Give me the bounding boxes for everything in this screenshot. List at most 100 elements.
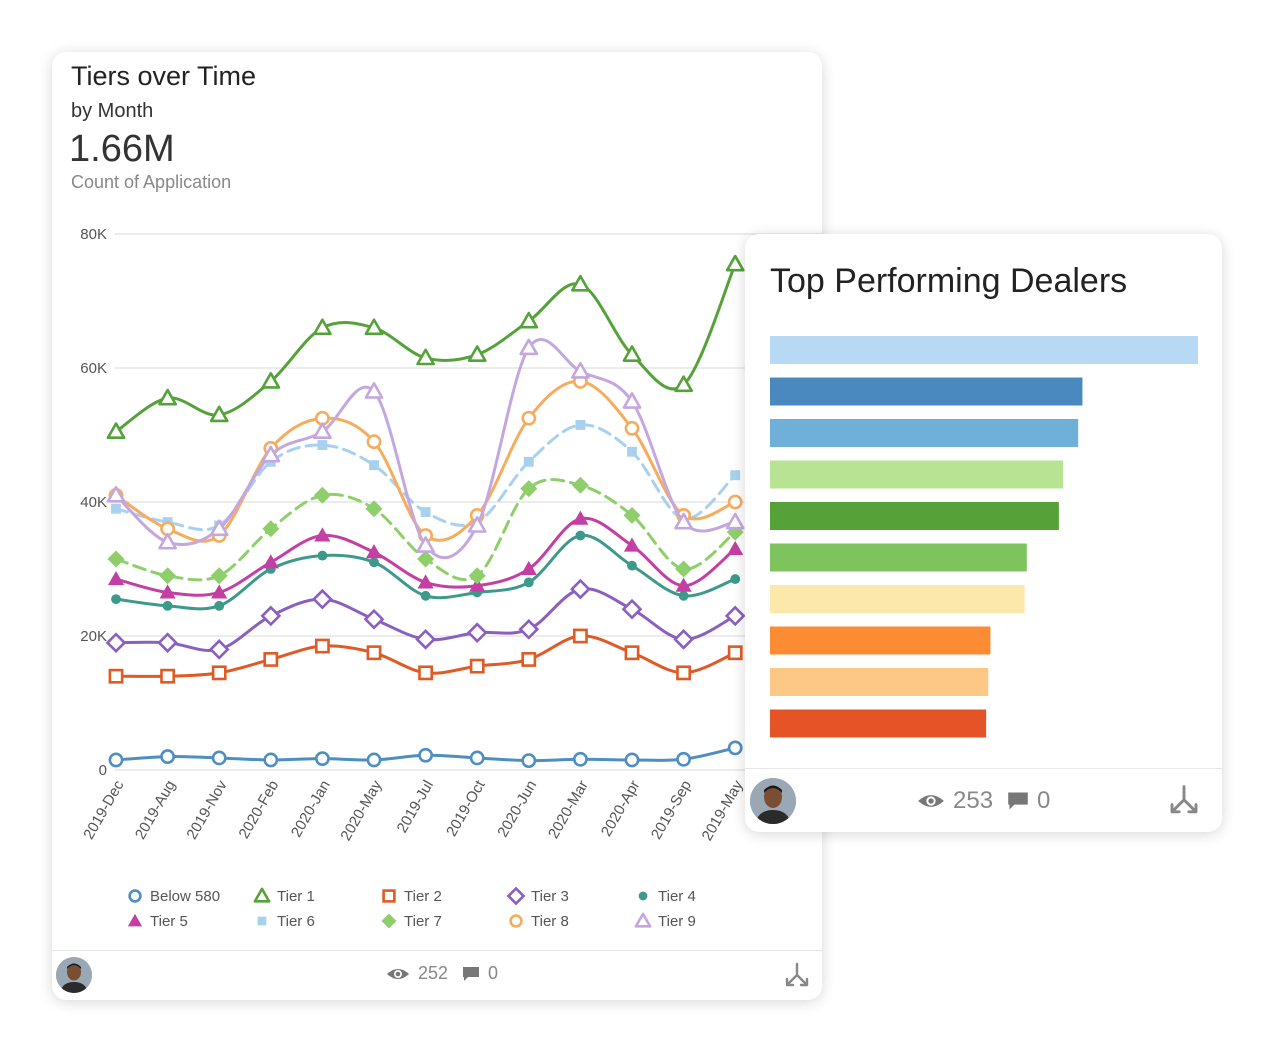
comment-count: 0 bbox=[488, 963, 499, 983]
data-point bbox=[416, 348, 435, 366]
data-point bbox=[523, 577, 534, 588]
data-point bbox=[107, 550, 125, 568]
data-point bbox=[106, 422, 126, 440]
data-point bbox=[108, 668, 124, 684]
data-point bbox=[623, 537, 641, 552]
data-point bbox=[312, 588, 333, 610]
data-point bbox=[314, 751, 330, 767]
data-point bbox=[674, 375, 693, 393]
data-point bbox=[518, 618, 540, 640]
data-point bbox=[260, 605, 282, 627]
data-point bbox=[676, 665, 692, 681]
x-tick-label: 2019-Dec bbox=[80, 777, 127, 842]
data-point bbox=[418, 747, 434, 763]
series-line bbox=[114, 262, 737, 434]
data-point bbox=[572, 751, 588, 767]
data-point bbox=[364, 318, 384, 336]
legend-item[interactable]: Tier 1 bbox=[251, 884, 315, 908]
data-point bbox=[107, 570, 125, 586]
data-point bbox=[261, 372, 281, 389]
y-tick-label: 0 bbox=[99, 762, 107, 779]
legend-item[interactable]: Tier 6 bbox=[251, 909, 315, 933]
dealer-bar bbox=[770, 377, 1083, 406]
y-tick-label: 20K bbox=[80, 628, 107, 645]
legend-marker bbox=[509, 914, 523, 928]
avatar[interactable] bbox=[750, 778, 796, 824]
legend-item[interactable]: Tier 4 bbox=[632, 884, 696, 908]
legend-label: Tier 6 bbox=[277, 912, 315, 930]
legend-item[interactable]: Tier 5 bbox=[124, 909, 188, 933]
data-point bbox=[727, 740, 743, 756]
data-point bbox=[730, 470, 741, 481]
data-point bbox=[572, 510, 589, 525]
share-icon[interactable] bbox=[782, 961, 812, 991]
data-point bbox=[673, 629, 694, 650]
series-line bbox=[114, 379, 737, 543]
share-icon[interactable] bbox=[1166, 783, 1202, 819]
x-tick-label: 2020-Apr bbox=[598, 778, 644, 840]
legend-symbol bbox=[382, 889, 396, 903]
x-tick-label: 2020-Jun bbox=[494, 778, 540, 841]
data-point bbox=[211, 584, 228, 599]
card-footer: 253 0 bbox=[745, 768, 1222, 832]
data-point bbox=[365, 544, 383, 559]
dealer-bar bbox=[770, 626, 991, 655]
x-tick-label: 2020-Feb bbox=[235, 778, 282, 842]
legend-item[interactable]: Below 580 bbox=[124, 884, 220, 908]
data-point bbox=[366, 645, 382, 661]
y-tick-label: 60K bbox=[80, 360, 107, 377]
data-point bbox=[263, 752, 279, 768]
data-point bbox=[160, 668, 176, 684]
legend-marker bbox=[381, 913, 397, 929]
data-point bbox=[725, 254, 745, 272]
data-point bbox=[263, 652, 279, 667]
dealer-bar bbox=[770, 585, 1025, 613]
legend-label: Tier 3 bbox=[531, 887, 569, 905]
avatar[interactable] bbox=[56, 957, 92, 993]
data-point bbox=[572, 628, 588, 644]
legend-symbol bbox=[253, 887, 271, 903]
data-point bbox=[157, 632, 178, 654]
data-point bbox=[674, 512, 693, 530]
dealer-bar bbox=[770, 502, 1059, 530]
comment-icon[interactable] bbox=[1007, 791, 1029, 811]
data-point bbox=[366, 752, 382, 768]
data-point bbox=[209, 405, 229, 423]
dealers-bar-chart bbox=[770, 336, 1198, 738]
legend-item[interactable]: Tier 3 bbox=[505, 884, 569, 908]
data-point bbox=[317, 440, 328, 450]
legend-label: Tier 1 bbox=[277, 887, 315, 905]
data-point bbox=[469, 658, 485, 674]
legend-item[interactable]: Tier 7 bbox=[378, 909, 442, 933]
legend-marker bbox=[638, 891, 648, 901]
data-point bbox=[467, 345, 487, 362]
comment-icon[interactable] bbox=[462, 966, 480, 982]
data-point bbox=[467, 516, 487, 533]
data-point bbox=[108, 752, 124, 768]
data-point bbox=[469, 577, 486, 592]
chart-legend: Below 580 Tier 1 Tier 2 Tier 3 Tier 4 Tier 5 T… bbox=[124, 884, 744, 944]
x-tick-label: 2020-May bbox=[337, 777, 385, 844]
measure-label: Count of Application bbox=[71, 172, 232, 192]
data-point bbox=[521, 652, 537, 667]
data-point bbox=[210, 567, 228, 585]
data-point bbox=[417, 550, 435, 568]
data-point bbox=[211, 665, 227, 681]
legend-item[interactable]: Tier 2 bbox=[378, 884, 442, 908]
data-point bbox=[363, 608, 385, 630]
legend-item[interactable]: Tier 9 bbox=[632, 909, 696, 933]
data-point bbox=[313, 486, 331, 504]
top-dealers-card[interactable]: Top Performing Dealers 253 0 bbox=[745, 234, 1222, 832]
comment-count: 0 bbox=[1037, 787, 1051, 814]
data-point bbox=[675, 577, 692, 592]
y-tick-label: 80K bbox=[80, 226, 107, 243]
legend-symbol bbox=[509, 914, 523, 928]
data-point bbox=[211, 750, 227, 766]
data-point bbox=[317, 550, 328, 561]
data-point bbox=[627, 560, 637, 571]
data-point bbox=[159, 584, 176, 599]
legend-label: Tier 9 bbox=[658, 912, 696, 930]
tiers-over-time-card[interactable]: Tiers over Time by Month 1.66M Count of … bbox=[52, 52, 822, 1000]
dealer-bar bbox=[770, 460, 1064, 489]
legend-item[interactable]: Tier 8 bbox=[505, 909, 569, 933]
